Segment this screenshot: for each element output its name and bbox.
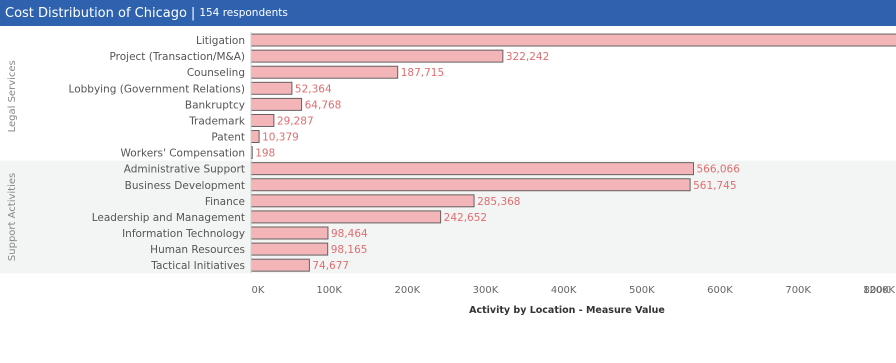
category-label: Tactical Initiatives	[150, 260, 245, 272]
category-label: Administrative Support	[124, 164, 245, 176]
x-tick-label: 200K	[395, 285, 421, 296]
category-label: Trademark	[188, 115, 246, 127]
value-label: 98,464	[331, 228, 368, 240]
bar	[250, 162, 694, 176]
x-tick-label: 300K	[473, 285, 499, 296]
category-label: Litigation	[196, 35, 245, 47]
title-bar: Cost Distribution of Chicago | 154 respo…	[0, 0, 896, 26]
bar-chart: Legal ServicesLitigation1,119,283Project…	[0, 32, 896, 316]
value-label: 561,745	[693, 180, 736, 192]
bar	[250, 33, 896, 47]
group-label: Legal Services	[7, 60, 18, 132]
x-tick-label: 500K	[629, 285, 655, 296]
value-label: 74,677	[312, 260, 349, 272]
value-label: 10,379	[262, 132, 299, 144]
bar	[250, 242, 329, 256]
value-label: 198	[255, 148, 275, 160]
title-separator: |	[190, 5, 196, 21]
bar	[250, 81, 293, 95]
bar	[250, 210, 442, 224]
bar	[250, 194, 475, 208]
value-label: 98,165	[331, 244, 368, 256]
chart-title: Cost Distribution of Chicago	[5, 5, 187, 21]
bar	[250, 178, 691, 192]
chart-subtitle: 154 respondents	[199, 7, 288, 19]
category-label: Patent	[211, 132, 245, 144]
category-label: Business Development	[125, 180, 245, 192]
bar	[250, 49, 504, 63]
x-tick-label: 100K	[316, 285, 342, 296]
value-label: 566,066	[696, 164, 740, 176]
category-label: Human Resources	[150, 244, 245, 256]
category-label: Lobbying (Government Relations)	[69, 83, 245, 95]
category-label: Information Technology	[122, 228, 245, 240]
value-label: 52,364	[295, 83, 332, 95]
bar	[250, 130, 260, 143]
bar	[250, 65, 399, 79]
bar	[250, 226, 329, 240]
value-label: 322,242	[506, 51, 549, 63]
category-label: Leadership and Management	[92, 212, 245, 224]
category-label: Counseling	[187, 67, 245, 79]
x-tick-label: 1200K	[863, 285, 895, 296]
bar	[250, 113, 275, 127]
category-label: Finance	[205, 196, 245, 208]
bar	[250, 258, 310, 272]
x-tick-label: 0K	[252, 285, 265, 296]
value-label: 29,287	[277, 115, 314, 127]
category-label: Workers' Compensation	[121, 148, 245, 160]
x-tick-label: 600K	[707, 285, 733, 296]
x-axis-title: Activity by Location - Measure Value	[469, 305, 665, 316]
x-tick-label: 800K	[864, 285, 890, 296]
category-label: Bankruptcy	[185, 99, 245, 111]
value-label: 242,652	[444, 212, 487, 224]
value-label: 187,715	[401, 67, 444, 79]
group-label: Support Activities	[7, 173, 18, 261]
category-label: Project (Transaction/M&A)	[110, 51, 246, 63]
x-tick-label: 400K	[551, 285, 577, 296]
x-tick-label: 700K	[785, 285, 811, 296]
bar	[250, 97, 303, 111]
value-label: 285,368	[477, 196, 520, 208]
value-label: 64,768	[305, 99, 342, 111]
